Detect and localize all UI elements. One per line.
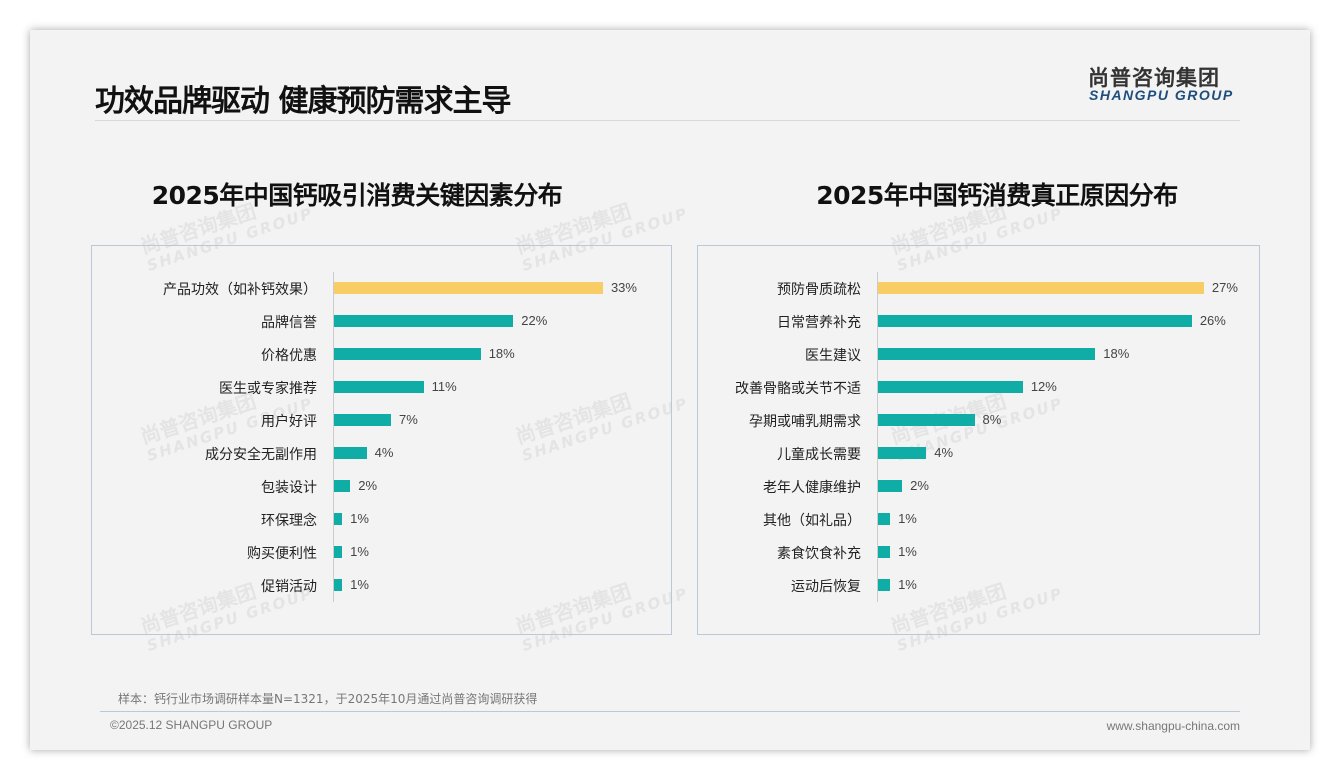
bar xyxy=(334,546,343,558)
category-label: 老年人健康维护 xyxy=(763,480,861,496)
bar xyxy=(878,315,1192,327)
bar xyxy=(878,381,1023,393)
copyright: ©2025.12 SHANGPU GROUP xyxy=(110,718,273,732)
page-title: 功效品牌驱动 健康预防需求主导 xyxy=(95,84,511,119)
sample-note: 样本：钙行业市场调研样本量N=1321，于2025年10月通过尚普咨询调研获得 xyxy=(118,692,538,706)
category-label: 改善骨骼或关节不适 xyxy=(735,381,861,397)
logo-cn: 尚普咨询集团 xyxy=(1088,66,1220,90)
data-label: 33% xyxy=(610,280,637,295)
category-label: 促销活动 xyxy=(261,579,317,595)
slide xyxy=(30,30,1310,750)
bar xyxy=(878,513,891,525)
category-label: 用户好评 xyxy=(261,414,317,430)
bar xyxy=(334,381,424,393)
data-label: 27% xyxy=(1211,280,1238,295)
data-label: 7% xyxy=(399,412,418,427)
category-label: 包装设计 xyxy=(261,480,317,496)
data-label: 2% xyxy=(910,478,929,493)
data-label: 18% xyxy=(1103,346,1130,361)
data-label: 1% xyxy=(898,544,917,559)
bar xyxy=(334,447,367,459)
data-label: 22% xyxy=(521,313,548,328)
chart-box-left xyxy=(91,245,672,635)
category-label: 素食饮食补充 xyxy=(777,546,861,562)
data-label: 12% xyxy=(1030,379,1057,394)
data-label: 1% xyxy=(350,544,369,559)
category-label: 成分安全无副作用 xyxy=(205,447,317,463)
footer-divider xyxy=(100,711,1240,712)
data-label: 1% xyxy=(898,511,917,526)
logo-en: SHANGPU GROUP xyxy=(1089,87,1234,103)
bar xyxy=(334,513,343,525)
data-label: 18% xyxy=(488,346,515,361)
data-label: 1% xyxy=(898,577,917,592)
category-label: 医生建议 xyxy=(805,348,861,364)
header-divider xyxy=(95,120,1240,121)
data-label: 11% xyxy=(431,379,457,394)
bar xyxy=(334,480,351,492)
category-label: 儿童成长需要 xyxy=(777,447,861,463)
chart-title-right: 2025年中国钙消费真正原因分布 xyxy=(816,181,1178,210)
category-label: 运动后恢复 xyxy=(791,579,861,595)
y-axis-line xyxy=(877,272,878,602)
category-label: 预防骨质疏松 xyxy=(777,282,861,298)
category-label: 日常营养补充 xyxy=(777,315,861,331)
category-label: 品牌信誉 xyxy=(261,315,317,331)
category-label: 其他（如礼品） xyxy=(763,513,861,529)
category-label: 环保理念 xyxy=(261,513,317,529)
bar xyxy=(878,282,1204,294)
data-label: 1% xyxy=(350,577,369,592)
bar xyxy=(878,480,903,492)
data-label: 2% xyxy=(358,478,378,493)
website-link[interactable]: www.shangpu-china.com xyxy=(1106,719,1240,733)
bar xyxy=(878,348,1096,360)
bar xyxy=(334,579,343,591)
bar xyxy=(878,414,975,426)
bar xyxy=(334,282,603,294)
category-label: 医生或专家推荐 xyxy=(219,381,317,397)
bar xyxy=(334,414,392,426)
bar xyxy=(878,546,891,558)
bar xyxy=(878,447,927,459)
category-label: 购买便利性 xyxy=(247,546,317,562)
category-label: 孕期或哺乳期需求 xyxy=(749,414,861,430)
bar xyxy=(334,348,481,360)
y-axis-line xyxy=(333,272,334,602)
bar xyxy=(334,315,514,327)
category-label: 价格优惠 xyxy=(261,348,317,364)
data-label: 8% xyxy=(982,412,1002,427)
chart-title-left: 2025年中国钙吸引消费关键因素分布 xyxy=(151,181,563,210)
bar xyxy=(878,579,891,591)
data-label: 4% xyxy=(934,445,954,460)
data-label: 1% xyxy=(350,511,369,526)
chart-box-right xyxy=(697,245,1260,635)
data-label: 26% xyxy=(1199,313,1226,328)
data-label: 4% xyxy=(374,445,394,460)
category-label: 产品功效（如补钙效果） xyxy=(163,282,317,298)
